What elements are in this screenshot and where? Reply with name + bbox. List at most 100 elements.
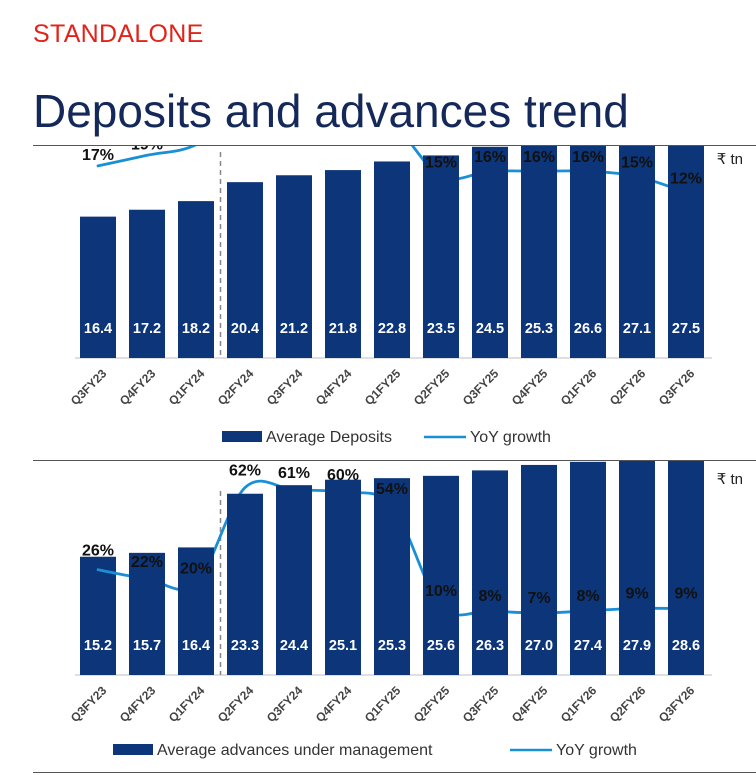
growth-label: 62% bbox=[229, 463, 261, 480]
x-tick-label: Q3FY25 bbox=[460, 366, 502, 408]
chart1-top-rule bbox=[33, 145, 756, 146]
growth-label: 60% bbox=[327, 467, 359, 484]
x-tick-label: Q2FY25 bbox=[411, 366, 453, 408]
bar-value-label: 28.6 bbox=[672, 638, 700, 654]
unit-label: ₹ tn bbox=[717, 471, 743, 488]
growth-label: 17% bbox=[82, 147, 114, 164]
bar bbox=[374, 161, 410, 358]
bar bbox=[80, 556, 116, 675]
bar bbox=[178, 547, 214, 675]
x-tick-label: Q1FY26 bbox=[558, 366, 600, 408]
growth-label: 19% bbox=[131, 146, 163, 153]
bar bbox=[521, 464, 557, 675]
bar-value-label: 26.3 bbox=[476, 638, 504, 654]
bar-value-label: 25.1 bbox=[329, 638, 357, 654]
x-tick-label: Q3FY24 bbox=[264, 366, 306, 408]
bar bbox=[423, 475, 459, 675]
bar bbox=[325, 170, 361, 358]
bar bbox=[276, 485, 312, 675]
bar bbox=[472, 470, 508, 675]
chart-separator-rule bbox=[33, 460, 756, 461]
bar bbox=[227, 493, 263, 675]
bar bbox=[227, 182, 263, 358]
x-tick-label: Q3FY26 bbox=[656, 683, 698, 725]
bar-value-label: 20.4 bbox=[231, 321, 259, 337]
growth-label: 9% bbox=[674, 585, 697, 602]
bar bbox=[472, 146, 508, 358]
x-tick-label: Q2FY24 bbox=[215, 366, 257, 408]
x-tick-label: Q3FY24 bbox=[264, 683, 306, 725]
x-tick-label: Q3FY26 bbox=[656, 366, 698, 408]
x-tick-label: Q1FY24 bbox=[166, 683, 208, 725]
bar bbox=[570, 146, 606, 358]
bar-value-label: 22.8 bbox=[378, 321, 406, 337]
growth-label: 26% bbox=[82, 543, 114, 560]
bar bbox=[178, 201, 214, 358]
x-tick-label: Q1FY24 bbox=[166, 366, 208, 408]
bar bbox=[276, 175, 312, 358]
x-tick-label: Q4FY24 bbox=[313, 366, 355, 408]
x-tick-label: Q1FY26 bbox=[558, 683, 600, 725]
bar-value-label: 16.4 bbox=[84, 321, 112, 337]
standalone-tag: STANDALONE bbox=[33, 20, 204, 48]
bar-value-label: 16.4 bbox=[182, 638, 210, 654]
bar bbox=[668, 146, 704, 358]
x-tick-label: Q4FY24 bbox=[313, 683, 355, 725]
bottom-rule bbox=[33, 772, 756, 773]
deposits-chart: ₹ tn16.417%Q3FY2317.219%Q4FY2318.221%Q1F… bbox=[68, 146, 743, 446]
bar bbox=[619, 461, 655, 675]
unit-label: ₹ tn bbox=[717, 151, 743, 168]
legend-bars-label: Average advances under management bbox=[157, 742, 433, 759]
bar bbox=[521, 146, 557, 358]
growth-label: 15% bbox=[425, 155, 457, 172]
legend-bars-swatch bbox=[222, 431, 262, 442]
bar-value-label: 25.3 bbox=[378, 638, 406, 654]
bar-value-label: 26.6 bbox=[574, 321, 602, 337]
x-tick-label: Q4FY23 bbox=[117, 683, 159, 725]
x-tick-label: Q2FY26 bbox=[607, 683, 649, 725]
bar-value-label: 15.7 bbox=[133, 638, 161, 654]
bar-value-label: 25.6 bbox=[427, 638, 455, 654]
growth-label: 9% bbox=[625, 585, 648, 602]
growth-label: 8% bbox=[576, 588, 599, 605]
growth-label: 7% bbox=[527, 590, 550, 607]
x-tick-label: Q3FY23 bbox=[68, 366, 110, 408]
bar-value-label: 27.4 bbox=[574, 638, 602, 654]
x-tick-label: Q2FY24 bbox=[215, 683, 257, 725]
growth-label: 16% bbox=[523, 149, 555, 166]
growth-label: 15% bbox=[621, 155, 653, 172]
bar-value-label: 23.3 bbox=[231, 638, 259, 654]
growth-label: 54% bbox=[376, 481, 408, 498]
bar-value-label: 25.3 bbox=[525, 321, 553, 337]
legend-line-label: YoY growth bbox=[470, 429, 551, 446]
bar bbox=[129, 552, 165, 675]
bar-value-label: 17.2 bbox=[133, 321, 161, 337]
legend-bars-swatch bbox=[113, 744, 153, 755]
bar-value-label: 24.5 bbox=[476, 321, 504, 337]
bar bbox=[325, 479, 361, 675]
bar bbox=[668, 461, 704, 675]
bar-value-label: 21.8 bbox=[329, 321, 357, 337]
legend-line-label: YoY growth bbox=[556, 742, 637, 759]
x-tick-label: Q4FY25 bbox=[509, 366, 551, 408]
bar bbox=[80, 216, 116, 358]
x-tick-label: Q1FY25 bbox=[362, 683, 404, 725]
growth-label: 8% bbox=[478, 588, 501, 605]
x-tick-label: Q3FY25 bbox=[460, 683, 502, 725]
growth-label: 12% bbox=[670, 170, 702, 187]
bar-value-label: 23.5 bbox=[427, 321, 455, 337]
bar bbox=[129, 209, 165, 358]
bar bbox=[570, 461, 606, 675]
bar bbox=[619, 146, 655, 358]
growth-label: 61% bbox=[278, 465, 310, 482]
x-tick-label: Q3FY23 bbox=[68, 683, 110, 725]
bar bbox=[374, 478, 410, 675]
bar-value-label: 18.2 bbox=[182, 321, 210, 337]
growth-label: 16% bbox=[572, 149, 604, 166]
bar-value-label: 21.2 bbox=[280, 321, 308, 337]
x-tick-label: Q4FY25 bbox=[509, 683, 551, 725]
growth-label: 22% bbox=[131, 554, 163, 571]
bar-value-label: 27.0 bbox=[525, 638, 553, 654]
bar-value-label: 27.1 bbox=[623, 321, 651, 337]
bar-value-label: 15.2 bbox=[84, 638, 112, 654]
